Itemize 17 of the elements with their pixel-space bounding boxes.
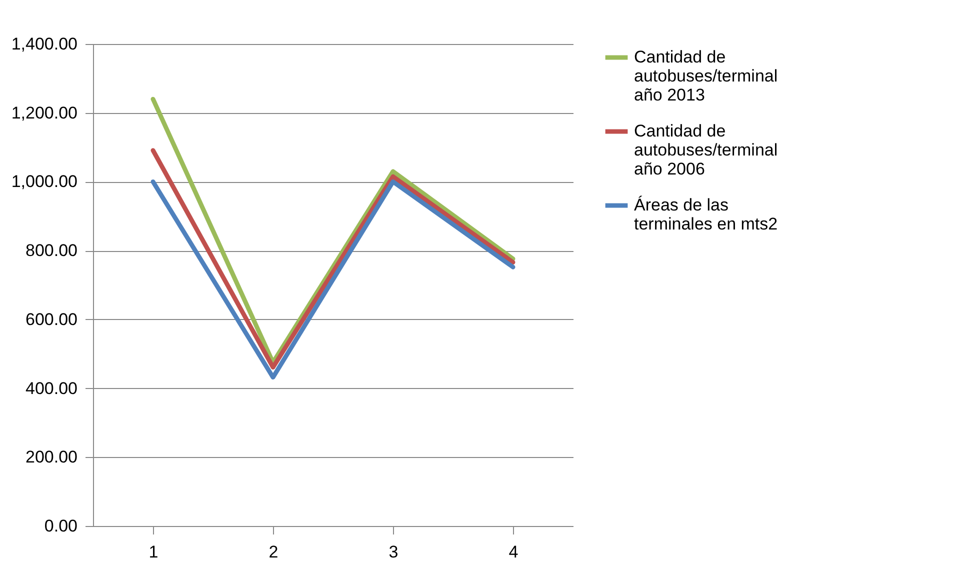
legend-label: Áreas de las terminales en mts2 [634, 196, 778, 234]
line-series [150, 148, 516, 370]
y-tick-label: 400.00 [26, 378, 78, 398]
y-tick-label: 1,400.00 [11, 34, 78, 54]
x-tick-label: 3 [388, 542, 398, 562]
x-tick-label: 1 [148, 542, 158, 562]
legend-label: Cantidad de autobuses/terminal año 2013 [634, 48, 778, 104]
y-tick-label: 1,200.00 [11, 103, 78, 122]
y-tick-label: 600.00 [26, 310, 78, 329]
legend-label: Cantidad de autobuses/terminal año 2006 [634, 122, 778, 178]
y-tick-label: 0.00 [44, 516, 78, 536]
line-series [150, 96, 516, 365]
y-tick-label: 1,000.00 [11, 172, 78, 192]
y-tick-label: 200.00 [26, 448, 78, 467]
y-tick-label: 800.00 [26, 241, 78, 260]
x-tick-label: 2 [268, 542, 278, 562]
x-tick-label: 4 [508, 542, 518, 562]
